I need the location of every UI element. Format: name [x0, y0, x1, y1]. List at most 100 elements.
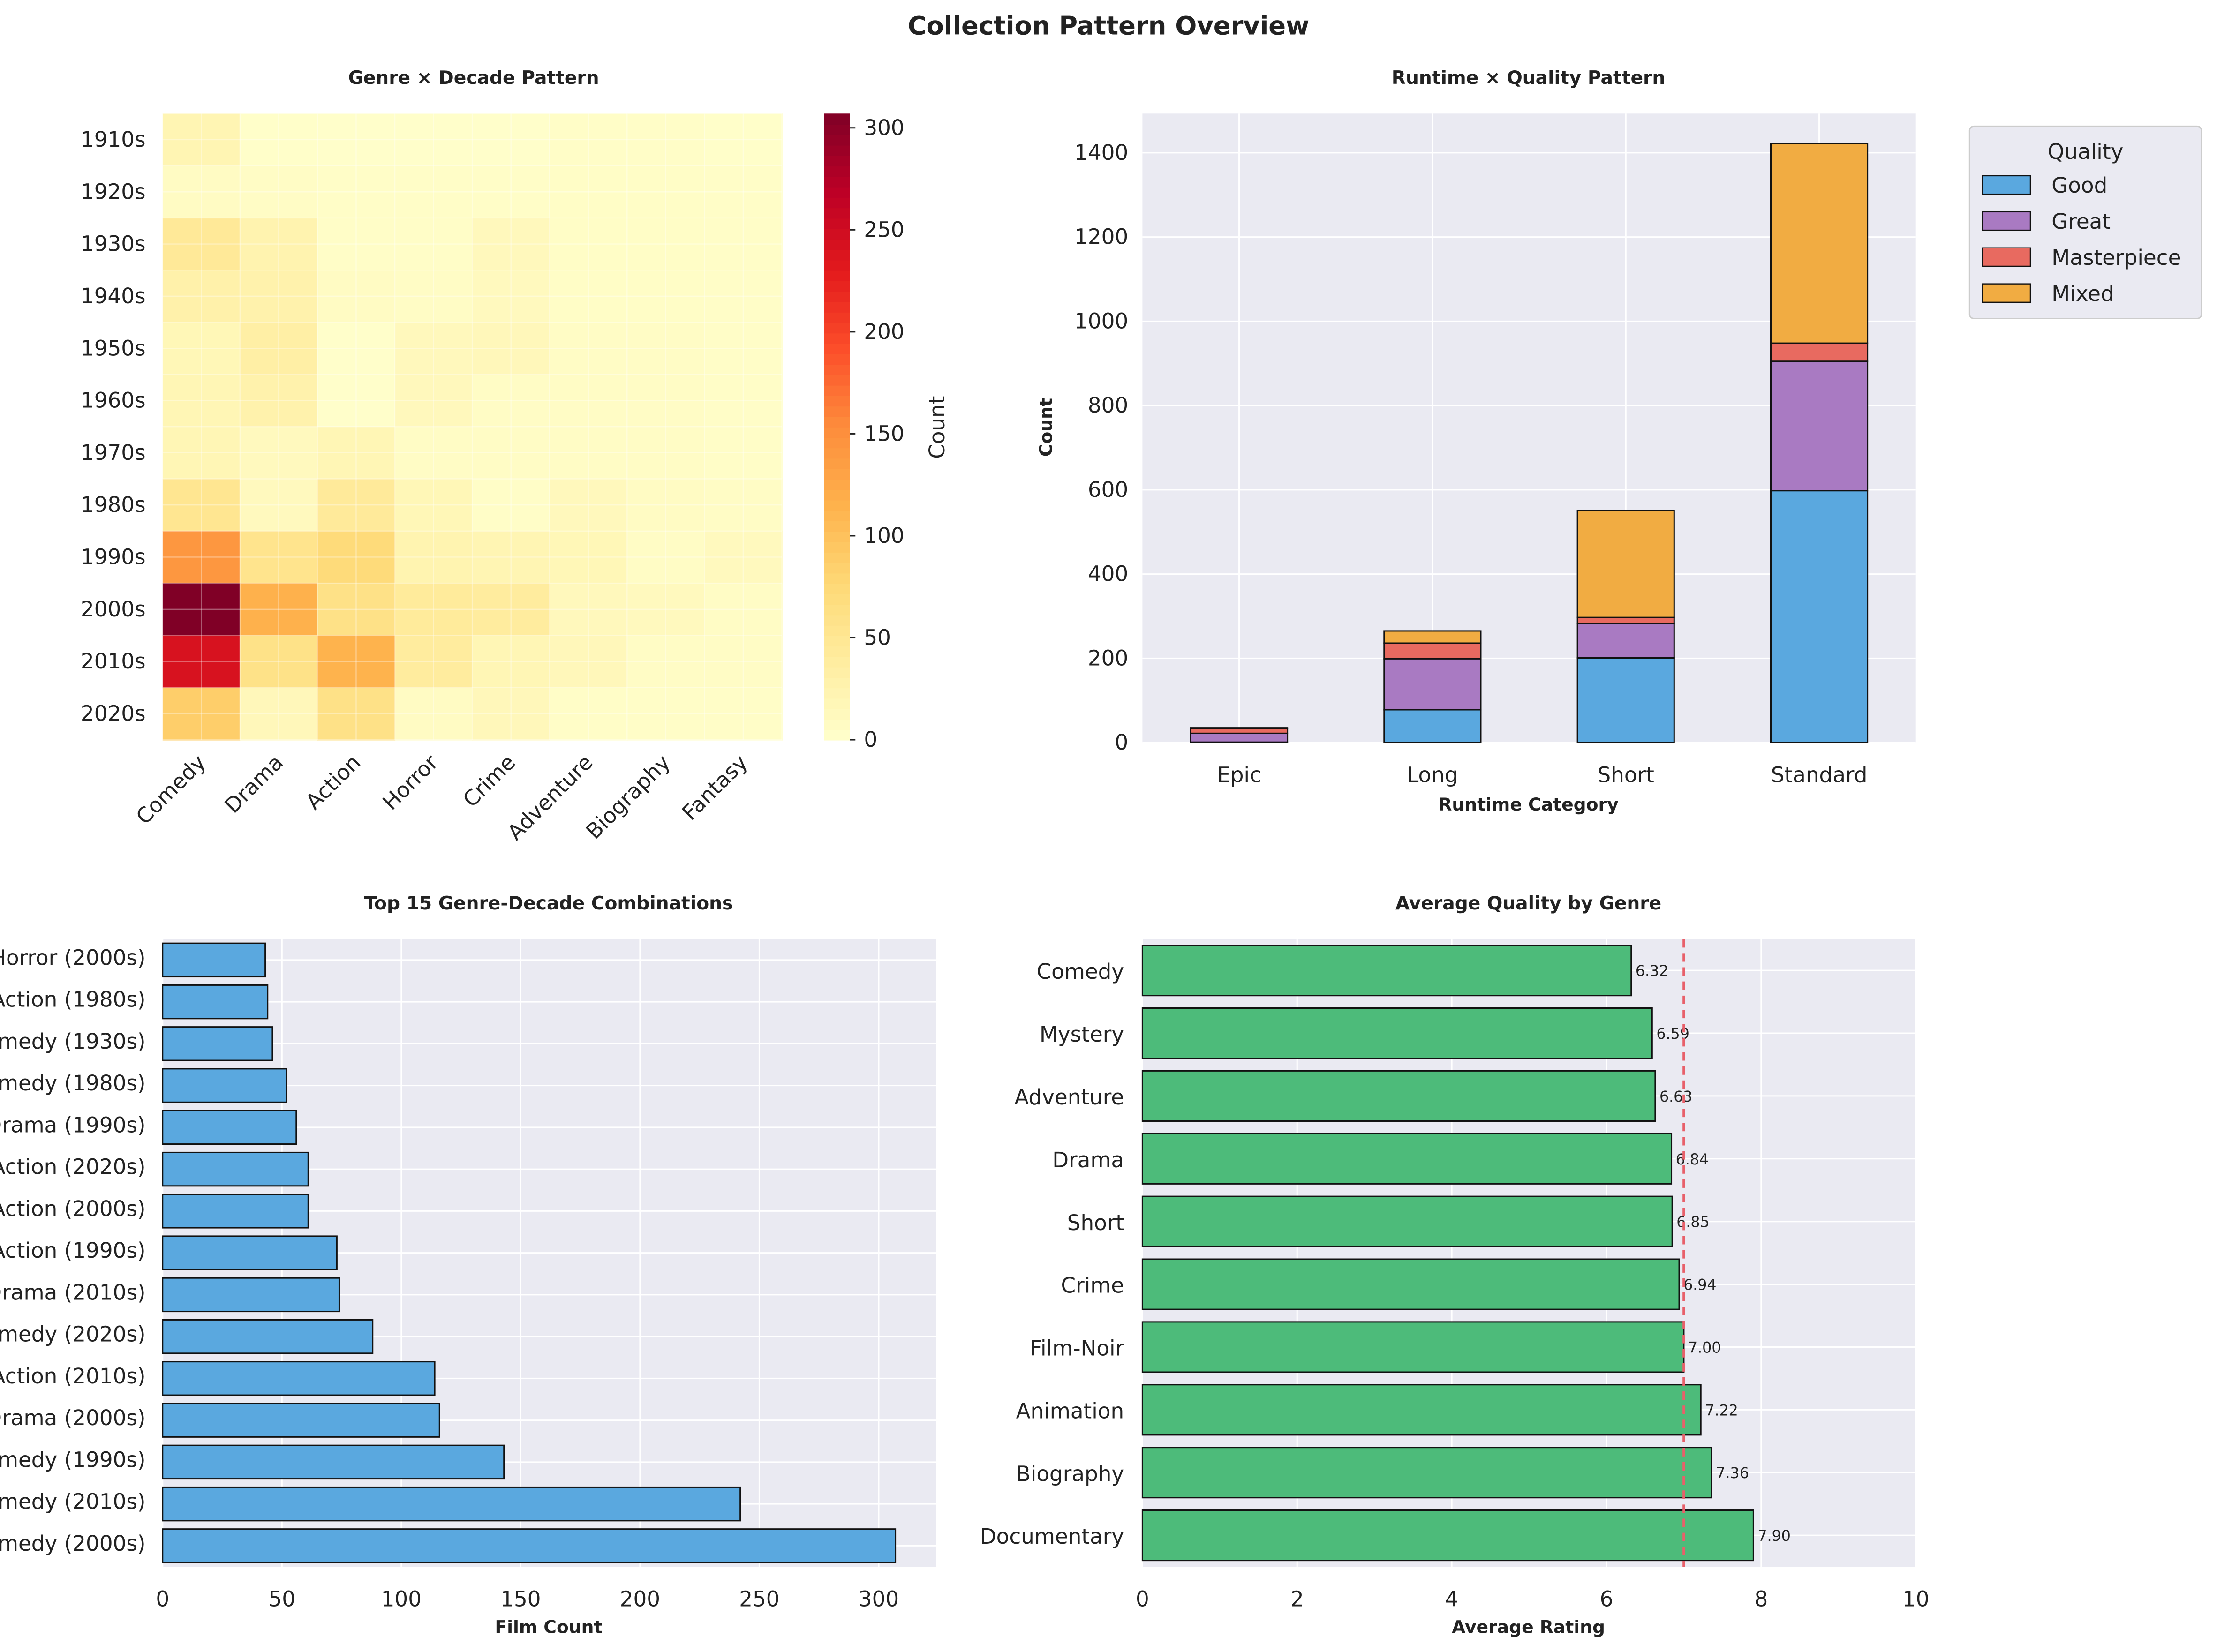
heatmap-cell [162, 374, 241, 428]
bar [162, 1235, 338, 1270]
heatmap-cell [317, 270, 396, 323]
y-tick-label: Action (2010s) [0, 1364, 146, 1389]
x-tick-label: 10 [1902, 1586, 1930, 1611]
colorbar-tick-label: 150 [864, 421, 904, 446]
heatmap-cell [317, 427, 396, 480]
legend-swatch [1982, 247, 2031, 267]
colorbar-segment [824, 593, 850, 605]
y-tick-label: Comedy (2010s) [0, 1489, 146, 1514]
colorbar-label: Count [925, 396, 950, 459]
runtime-title: Runtime × Quality Pattern [1392, 68, 1665, 89]
heatmap-cell [704, 427, 783, 480]
colorbar-segment [824, 468, 850, 480]
heatmap-cell [704, 687, 783, 741]
x-tick-label: 200 [620, 1586, 660, 1611]
colorbar-segment [824, 552, 850, 563]
heatmap-cell [472, 322, 550, 375]
heatmap-cell [240, 218, 318, 271]
bar [1141, 1321, 1685, 1373]
colorbar-segment [824, 447, 850, 459]
data-label: 6.84 [1676, 1151, 1709, 1168]
colorbar-segment [824, 510, 850, 522]
x-tick-label: 4 [1445, 1586, 1459, 1611]
colorbar-segment [824, 239, 850, 250]
y-tick-label: Animation [1016, 1398, 1124, 1423]
colorbar-segment [824, 353, 850, 365]
heatmap-cell [317, 635, 396, 689]
bar-mixed [1383, 630, 1482, 644]
heatmap-cell [550, 322, 628, 375]
x-tick-label: 100 [381, 1586, 422, 1611]
y-tick-label: Drama (2000s) [0, 1405, 146, 1430]
heatmap-cell [395, 374, 473, 428]
x-tick-label: Action [301, 750, 366, 815]
colorbar-segment [824, 259, 850, 271]
heatmap-cell [162, 635, 241, 689]
heatmap-cell [627, 270, 705, 323]
heatmap-cell [550, 479, 628, 532]
suptitle: Collection Pattern Overview [908, 11, 1310, 40]
y-tick-label: Crime [1061, 1273, 1124, 1298]
bar-good [1576, 657, 1675, 743]
heatmap-cell [627, 635, 705, 689]
y-tick-label: 0 [1115, 730, 1128, 755]
y-tick-label: Mystery [1040, 1022, 1124, 1047]
heatmap-cell [704, 583, 783, 636]
y-tick-label: 1970s [81, 440, 146, 465]
x-axis-label: Runtime Category [1438, 794, 1618, 815]
bar [162, 1319, 374, 1354]
colorbar-segment [824, 197, 850, 209]
legend-label: Mixed [2051, 281, 2114, 306]
x-tick-label: 300 [859, 1586, 899, 1611]
colorbar-tick-label: 250 [864, 217, 904, 242]
bar [162, 1361, 436, 1396]
heatmap-cell [627, 165, 705, 219]
heatmap-cell [395, 531, 473, 584]
heatmap-cell [162, 165, 241, 219]
y-tick-label: 2000s [81, 597, 146, 622]
heatmap-cell [550, 374, 628, 428]
x-tick-label: 50 [269, 1586, 296, 1611]
heatmap-cell [627, 218, 705, 271]
y-tick-label: 1960s [81, 388, 146, 413]
heatmap-cell [627, 113, 705, 167]
legend-label: Masterpiece [2051, 245, 2181, 270]
bar-masterpiece [1383, 642, 1482, 660]
legend: Quality Good Great Masterpiece Mixed [1968, 125, 2202, 320]
legend-swatch [1982, 283, 2031, 303]
heatmap-cell [550, 165, 628, 219]
y-tick-label: 1920s [81, 179, 146, 204]
x-tick-label: 2 [1290, 1586, 1304, 1611]
y-tick-label: Short [1067, 1210, 1124, 1235]
bar-mixed [1576, 510, 1675, 618]
colorbar-segment [824, 155, 850, 167]
colorbar-segment [824, 228, 850, 240]
x-axis-label: Average Rating [1452, 1617, 1605, 1637]
colorbar-segment [824, 646, 850, 657]
data-label: 6.63 [1659, 1089, 1693, 1105]
y-tick-label: 600 [1088, 477, 1128, 502]
bar [162, 1026, 273, 1061]
colorbar-segment [824, 677, 850, 689]
y-tick-label: 1950s [81, 336, 146, 360]
colorbar-segment [824, 343, 850, 354]
heatmap-cell [550, 427, 628, 480]
colorbar-segment [824, 249, 850, 261]
heatmap-cell [240, 531, 318, 584]
legend-box [1968, 125, 2202, 320]
y-tick-label: Comedy [1037, 959, 1124, 984]
colorbar-tick-label: 100 [864, 523, 904, 548]
bar [162, 1444, 505, 1480]
heatmap-cell [627, 583, 705, 636]
colorbar-tick-label: 0 [864, 727, 877, 752]
heatmap-cell [240, 113, 318, 167]
y-tick-label: Biography [1016, 1461, 1124, 1486]
heatmap-cell [550, 270, 628, 323]
y-tick-label: Action (2000s) [0, 1196, 146, 1221]
bar-great [1190, 732, 1289, 743]
colorbar-segment [824, 113, 850, 125]
colorbar-segment [824, 176, 850, 188]
y-tick-label: Film-Noir [1030, 1336, 1124, 1361]
x-tick-label: Crime [458, 750, 520, 812]
colorbar-segment [824, 270, 850, 282]
